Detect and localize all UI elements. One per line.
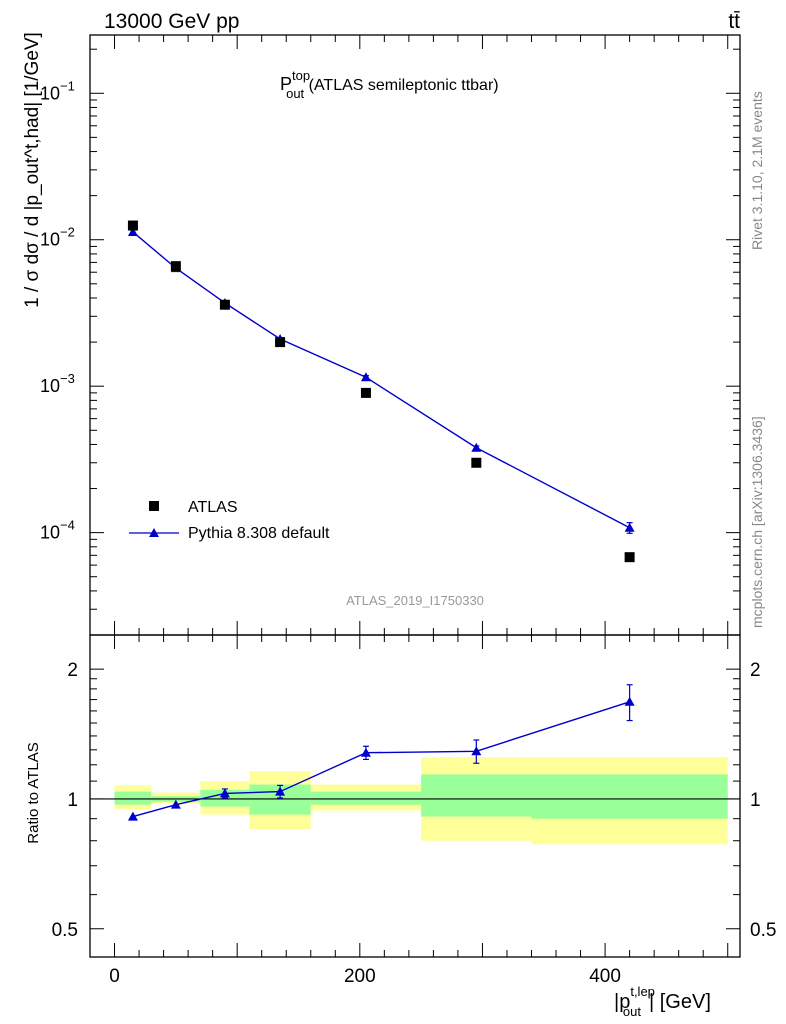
ratio-y-tick-label-right: 2 bbox=[750, 660, 761, 681]
atlas-point bbox=[127, 220, 138, 231]
legend-atlas-marker bbox=[149, 501, 159, 511]
pythia-point bbox=[360, 372, 371, 382]
main-plot-area: 10−1 10−2 10−3 10−4 bbox=[40, 34, 741, 649]
x-tick-label: 0 bbox=[109, 966, 120, 987]
atlas-point bbox=[360, 387, 371, 398]
pythia-point bbox=[624, 522, 635, 532]
pythia-line bbox=[132, 231, 630, 529]
ratio-y-tick-label-left: 1 bbox=[67, 790, 78, 811]
ratio-pythia-point bbox=[624, 696, 635, 706]
energy-label: 13000 GeV pp bbox=[104, 10, 239, 33]
ratio-band-green bbox=[421, 774, 532, 817]
legend-atlas-label: ATLAS bbox=[188, 499, 238, 516]
ratio-band-green bbox=[310, 791, 422, 805]
x-axis-label: |pt,lep out | [GeV] bbox=[614, 984, 711, 1019]
y-tick-label: 10−2 bbox=[40, 225, 75, 250]
ratio-y-tick-label-right: 1 bbox=[750, 790, 761, 811]
legend-pythia-label: Pythia 8.308 default bbox=[188, 525, 330, 542]
ratio-plot-area: 0 200 400 0.5 0.5 1 1 2 2 bbox=[52, 634, 776, 987]
atlas-point bbox=[624, 552, 635, 563]
rivet-label: Rivet 3.1.10, 2.1M events bbox=[749, 91, 765, 250]
ratio-pythia-point bbox=[275, 786, 286, 796]
mcplots-label: mcplots.cern.ch [arXiv:1306.3436] bbox=[749, 416, 765, 628]
ratio-pythia-point bbox=[471, 746, 482, 756]
atlas-point bbox=[471, 457, 482, 468]
ratio-y-axis-label: Ratio to ATLAS bbox=[25, 742, 42, 843]
ratio-pythia-point bbox=[170, 799, 181, 809]
ratio-y-tick-label-right: 0.5 bbox=[750, 920, 776, 941]
ratio-band-green bbox=[114, 791, 152, 805]
legend: ATLAS Pythia 8.308 default bbox=[129, 499, 330, 542]
ratio-pythia-point bbox=[219, 788, 230, 798]
ratio-pythia-point bbox=[127, 811, 138, 821]
pythia-point bbox=[127, 226, 138, 236]
atlas-point bbox=[275, 337, 286, 348]
ratio-y-tick-label-left: 0.5 bbox=[52, 920, 78, 941]
main-y-axis-label: 1 / σ dσ / d |p_out^t,had| [1/GeV] bbox=[22, 32, 43, 308]
y-tick-label: 10−1 bbox=[40, 78, 75, 103]
x-tick-label: 400 bbox=[589, 966, 621, 987]
y-tick-label: 10−4 bbox=[40, 518, 75, 543]
x-tick-label: 200 bbox=[344, 966, 376, 987]
atlas-point bbox=[219, 299, 230, 310]
analysis-id-label: ATLAS_2019_I1750330 bbox=[346, 593, 484, 608]
atlas-point bbox=[170, 261, 181, 272]
pythia-point bbox=[471, 442, 482, 452]
ratio-band-green bbox=[531, 774, 728, 819]
process-label: tt̄ bbox=[728, 10, 740, 33]
ratio-y-tick-label-left: 2 bbox=[67, 660, 78, 681]
y-tick-label: 10−3 bbox=[40, 371, 75, 396]
legend-pythia-marker bbox=[149, 528, 159, 537]
main-title: Ptop out (ATLAS semileptonic ttbar) bbox=[280, 68, 499, 101]
ratio-pythia-point bbox=[360, 747, 371, 757]
main-frame bbox=[89, 34, 741, 636]
ratio-frame bbox=[89, 634, 741, 958]
